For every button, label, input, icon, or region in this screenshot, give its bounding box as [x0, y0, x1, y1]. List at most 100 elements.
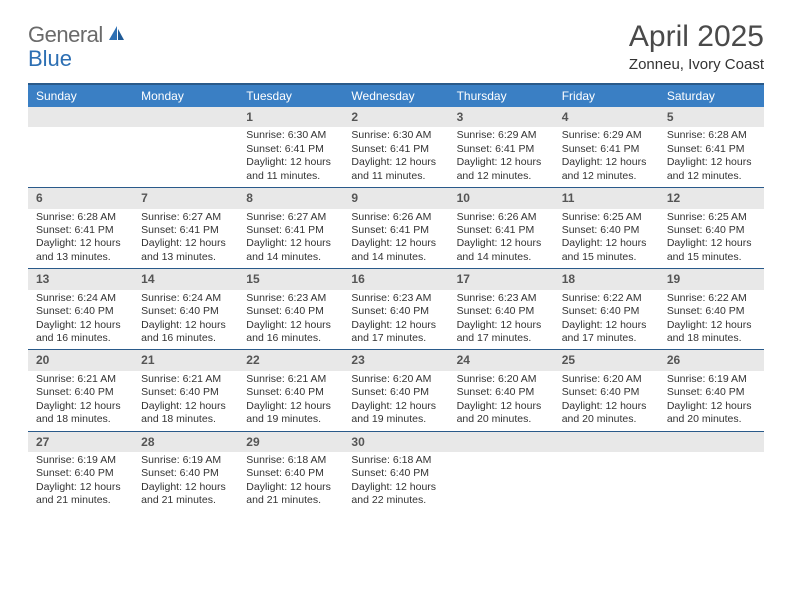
- day-number: 24: [449, 350, 554, 370]
- day-number: 15: [238, 269, 343, 289]
- sunset-text: Sunset: 6:40 PM: [457, 386, 546, 399]
- day-cell: 2Sunrise: 6:30 AMSunset: 6:41 PMDaylight…: [343, 107, 448, 187]
- day-details: Sunrise: 6:20 AMSunset: 6:40 PMDaylight:…: [343, 371, 448, 431]
- day-details: [449, 452, 554, 508]
- day-cell: 3Sunrise: 6:29 AMSunset: 6:41 PMDaylight…: [449, 107, 554, 187]
- day-cell: 22Sunrise: 6:21 AMSunset: 6:40 PMDayligh…: [238, 350, 343, 430]
- week-row: 13Sunrise: 6:24 AMSunset: 6:40 PMDayligh…: [28, 269, 764, 350]
- sunset-text: Sunset: 6:40 PM: [246, 467, 335, 480]
- sunrise-text: Sunrise: 6:23 AM: [351, 292, 440, 305]
- day-details: Sunrise: 6:20 AMSunset: 6:40 PMDaylight:…: [554, 371, 659, 431]
- day-details: Sunrise: 6:18 AMSunset: 6:40 PMDaylight:…: [238, 452, 343, 512]
- day-cell: 15Sunrise: 6:23 AMSunset: 6:40 PMDayligh…: [238, 269, 343, 349]
- day-cell: 29Sunrise: 6:18 AMSunset: 6:40 PMDayligh…: [238, 432, 343, 512]
- day-cell: 6Sunrise: 6:28 AMSunset: 6:41 PMDaylight…: [28, 188, 133, 268]
- sunrise-text: Sunrise: 6:21 AM: [141, 373, 230, 386]
- day-cell: 25Sunrise: 6:20 AMSunset: 6:40 PMDayligh…: [554, 350, 659, 430]
- day-number: 19: [659, 269, 764, 289]
- day-cell: 17Sunrise: 6:23 AMSunset: 6:40 PMDayligh…: [449, 269, 554, 349]
- sunrise-text: Sunrise: 6:24 AM: [36, 292, 125, 305]
- daylight-text: Daylight: 12 hours and 14 minutes.: [351, 237, 440, 264]
- day-cell: 18Sunrise: 6:22 AMSunset: 6:40 PMDayligh…: [554, 269, 659, 349]
- sunset-text: Sunset: 6:40 PM: [351, 386, 440, 399]
- sunrise-text: Sunrise: 6:22 AM: [562, 292, 651, 305]
- day-details: [659, 452, 764, 508]
- weekday-header: Sunday Monday Tuesday Wednesday Thursday…: [28, 83, 764, 107]
- logo-blue: Blue: [28, 46, 72, 72]
- sunrise-text: Sunrise: 6:18 AM: [351, 454, 440, 467]
- day-empty: [449, 432, 554, 512]
- day-details: Sunrise: 6:23 AMSunset: 6:40 PMDaylight:…: [449, 290, 554, 350]
- sunset-text: Sunset: 6:40 PM: [36, 305, 125, 318]
- day-details: Sunrise: 6:29 AMSunset: 6:41 PMDaylight:…: [449, 127, 554, 187]
- day-cell: 5Sunrise: 6:28 AMSunset: 6:41 PMDaylight…: [659, 107, 764, 187]
- page-header: General April 2025 Zonneu, Ivory Coast: [28, 22, 764, 73]
- day-details: Sunrise: 6:19 AMSunset: 6:40 PMDaylight:…: [28, 452, 133, 512]
- day-details: Sunrise: 6:27 AMSunset: 6:41 PMDaylight:…: [133, 209, 238, 269]
- daylight-text: Daylight: 12 hours and 19 minutes.: [246, 400, 335, 427]
- day-number: [554, 432, 659, 452]
- sunset-text: Sunset: 6:40 PM: [562, 386, 651, 399]
- day-cell: 13Sunrise: 6:24 AMSunset: 6:40 PMDayligh…: [28, 269, 133, 349]
- sunset-text: Sunset: 6:41 PM: [246, 224, 335, 237]
- sunset-text: Sunset: 6:40 PM: [457, 305, 546, 318]
- day-details: Sunrise: 6:26 AMSunset: 6:41 PMDaylight:…: [449, 209, 554, 269]
- day-number: 22: [238, 350, 343, 370]
- daylight-text: Daylight: 12 hours and 18 minutes.: [141, 400, 230, 427]
- daylight-text: Daylight: 12 hours and 11 minutes.: [351, 156, 440, 183]
- daylight-text: Daylight: 12 hours and 22 minutes.: [351, 481, 440, 508]
- sunrise-text: Sunrise: 6:20 AM: [457, 373, 546, 386]
- day-number: 4: [554, 107, 659, 127]
- day-number: 18: [554, 269, 659, 289]
- sunset-text: Sunset: 6:41 PM: [562, 143, 651, 156]
- day-number: 27: [28, 432, 133, 452]
- week-row: 20Sunrise: 6:21 AMSunset: 6:40 PMDayligh…: [28, 350, 764, 431]
- day-number: 14: [133, 269, 238, 289]
- daylight-text: Daylight: 12 hours and 17 minutes.: [351, 319, 440, 346]
- day-number: 30: [343, 432, 448, 452]
- sunset-text: Sunset: 6:40 PM: [562, 305, 651, 318]
- daylight-text: Daylight: 12 hours and 17 minutes.: [457, 319, 546, 346]
- sunrise-text: Sunrise: 6:20 AM: [351, 373, 440, 386]
- day-number: 20: [28, 350, 133, 370]
- day-cell: 28Sunrise: 6:19 AMSunset: 6:40 PMDayligh…: [133, 432, 238, 512]
- calendar: Sunday Monday Tuesday Wednesday Thursday…: [28, 83, 764, 512]
- daylight-text: Daylight: 12 hours and 13 minutes.: [141, 237, 230, 264]
- sunset-text: Sunset: 6:40 PM: [246, 305, 335, 318]
- day-number: 1: [238, 107, 343, 127]
- day-number: 9: [343, 188, 448, 208]
- day-empty: [28, 107, 133, 187]
- weekday-thursday: Thursday: [449, 85, 554, 107]
- logo-sail-icon: [107, 24, 127, 47]
- daylight-text: Daylight: 12 hours and 16 minutes.: [246, 319, 335, 346]
- sunrise-text: Sunrise: 6:19 AM: [141, 454, 230, 467]
- day-cell: 23Sunrise: 6:20 AMSunset: 6:40 PMDayligh…: [343, 350, 448, 430]
- day-cell: 9Sunrise: 6:26 AMSunset: 6:41 PMDaylight…: [343, 188, 448, 268]
- day-cell: 26Sunrise: 6:19 AMSunset: 6:40 PMDayligh…: [659, 350, 764, 430]
- day-details: Sunrise: 6:23 AMSunset: 6:40 PMDaylight:…: [343, 290, 448, 350]
- day-number: 12: [659, 188, 764, 208]
- day-number: [28, 107, 133, 127]
- sunrise-text: Sunrise: 6:21 AM: [246, 373, 335, 386]
- day-number: 21: [133, 350, 238, 370]
- daylight-text: Daylight: 12 hours and 16 minutes.: [141, 319, 230, 346]
- sunrise-text: Sunrise: 6:19 AM: [667, 373, 756, 386]
- day-empty: [659, 432, 764, 512]
- day-cell: 20Sunrise: 6:21 AMSunset: 6:40 PMDayligh…: [28, 350, 133, 430]
- day-number: 8: [238, 188, 343, 208]
- sunset-text: Sunset: 6:40 PM: [141, 386, 230, 399]
- day-number: 17: [449, 269, 554, 289]
- day-cell: 30Sunrise: 6:18 AMSunset: 6:40 PMDayligh…: [343, 432, 448, 512]
- day-number: [133, 107, 238, 127]
- day-cell: 10Sunrise: 6:26 AMSunset: 6:41 PMDayligh…: [449, 188, 554, 268]
- daylight-text: Daylight: 12 hours and 18 minutes.: [667, 319, 756, 346]
- day-number: 13: [28, 269, 133, 289]
- day-number: 3: [449, 107, 554, 127]
- day-number: [449, 432, 554, 452]
- day-cell: 24Sunrise: 6:20 AMSunset: 6:40 PMDayligh…: [449, 350, 554, 430]
- sunrise-text: Sunrise: 6:27 AM: [246, 211, 335, 224]
- weekday-tuesday: Tuesday: [238, 85, 343, 107]
- day-cell: 1Sunrise: 6:30 AMSunset: 6:41 PMDaylight…: [238, 107, 343, 187]
- sunrise-text: Sunrise: 6:29 AM: [562, 129, 651, 142]
- sunset-text: Sunset: 6:40 PM: [36, 467, 125, 480]
